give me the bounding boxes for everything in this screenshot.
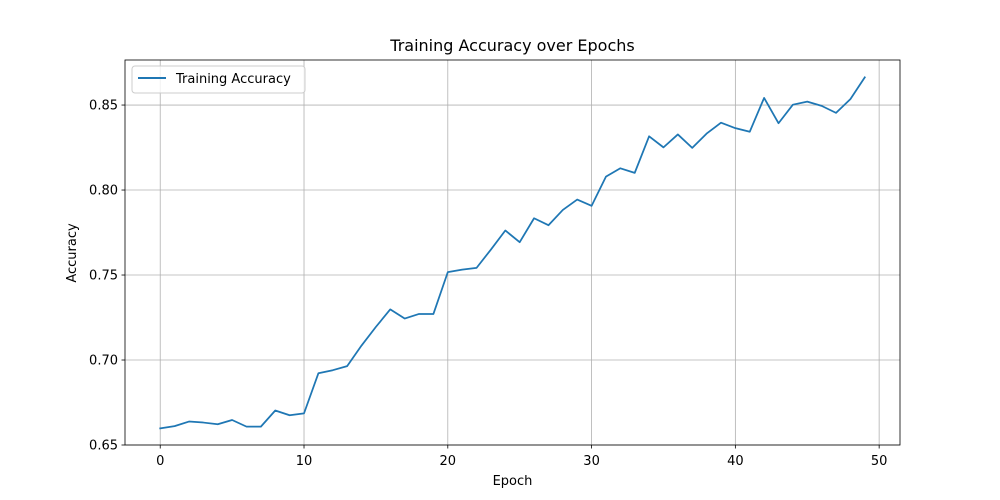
x-tick-label: 10 [296, 454, 313, 469]
legend-label: Training Accuracy [175, 72, 291, 87]
x-tick-label: 30 [583, 454, 600, 469]
y-tick-label: 0.80 [89, 184, 118, 199]
series-layer [159, 76, 866, 430]
series-line-training-accuracy [159, 76, 866, 430]
chart-title: Training Accuracy over Epochs [389, 36, 634, 55]
y-tick-label: 0.65 [89, 439, 118, 454]
y-tick-label: 0.70 [89, 354, 118, 369]
y-axis-label: Accuracy [65, 223, 80, 283]
legend-box [131, 65, 306, 94]
y-tick-label: 0.75 [89, 269, 118, 284]
x-tick-label: 0 [156, 454, 164, 469]
legend: Training Accuracy [131, 65, 306, 94]
tick-layer: 0 10 20 30 40 50 0.65 0.70 0.75 0.80 0.85 [89, 99, 887, 469]
x-tick-label: 50 [871, 454, 888, 469]
x-axis-label: Epoch [493, 474, 533, 489]
x-tick-label: 20 [440, 454, 457, 469]
x-tick-label: 40 [727, 454, 744, 469]
y-tick-label: 0.85 [89, 99, 118, 114]
axes-frame [124, 59, 901, 446]
